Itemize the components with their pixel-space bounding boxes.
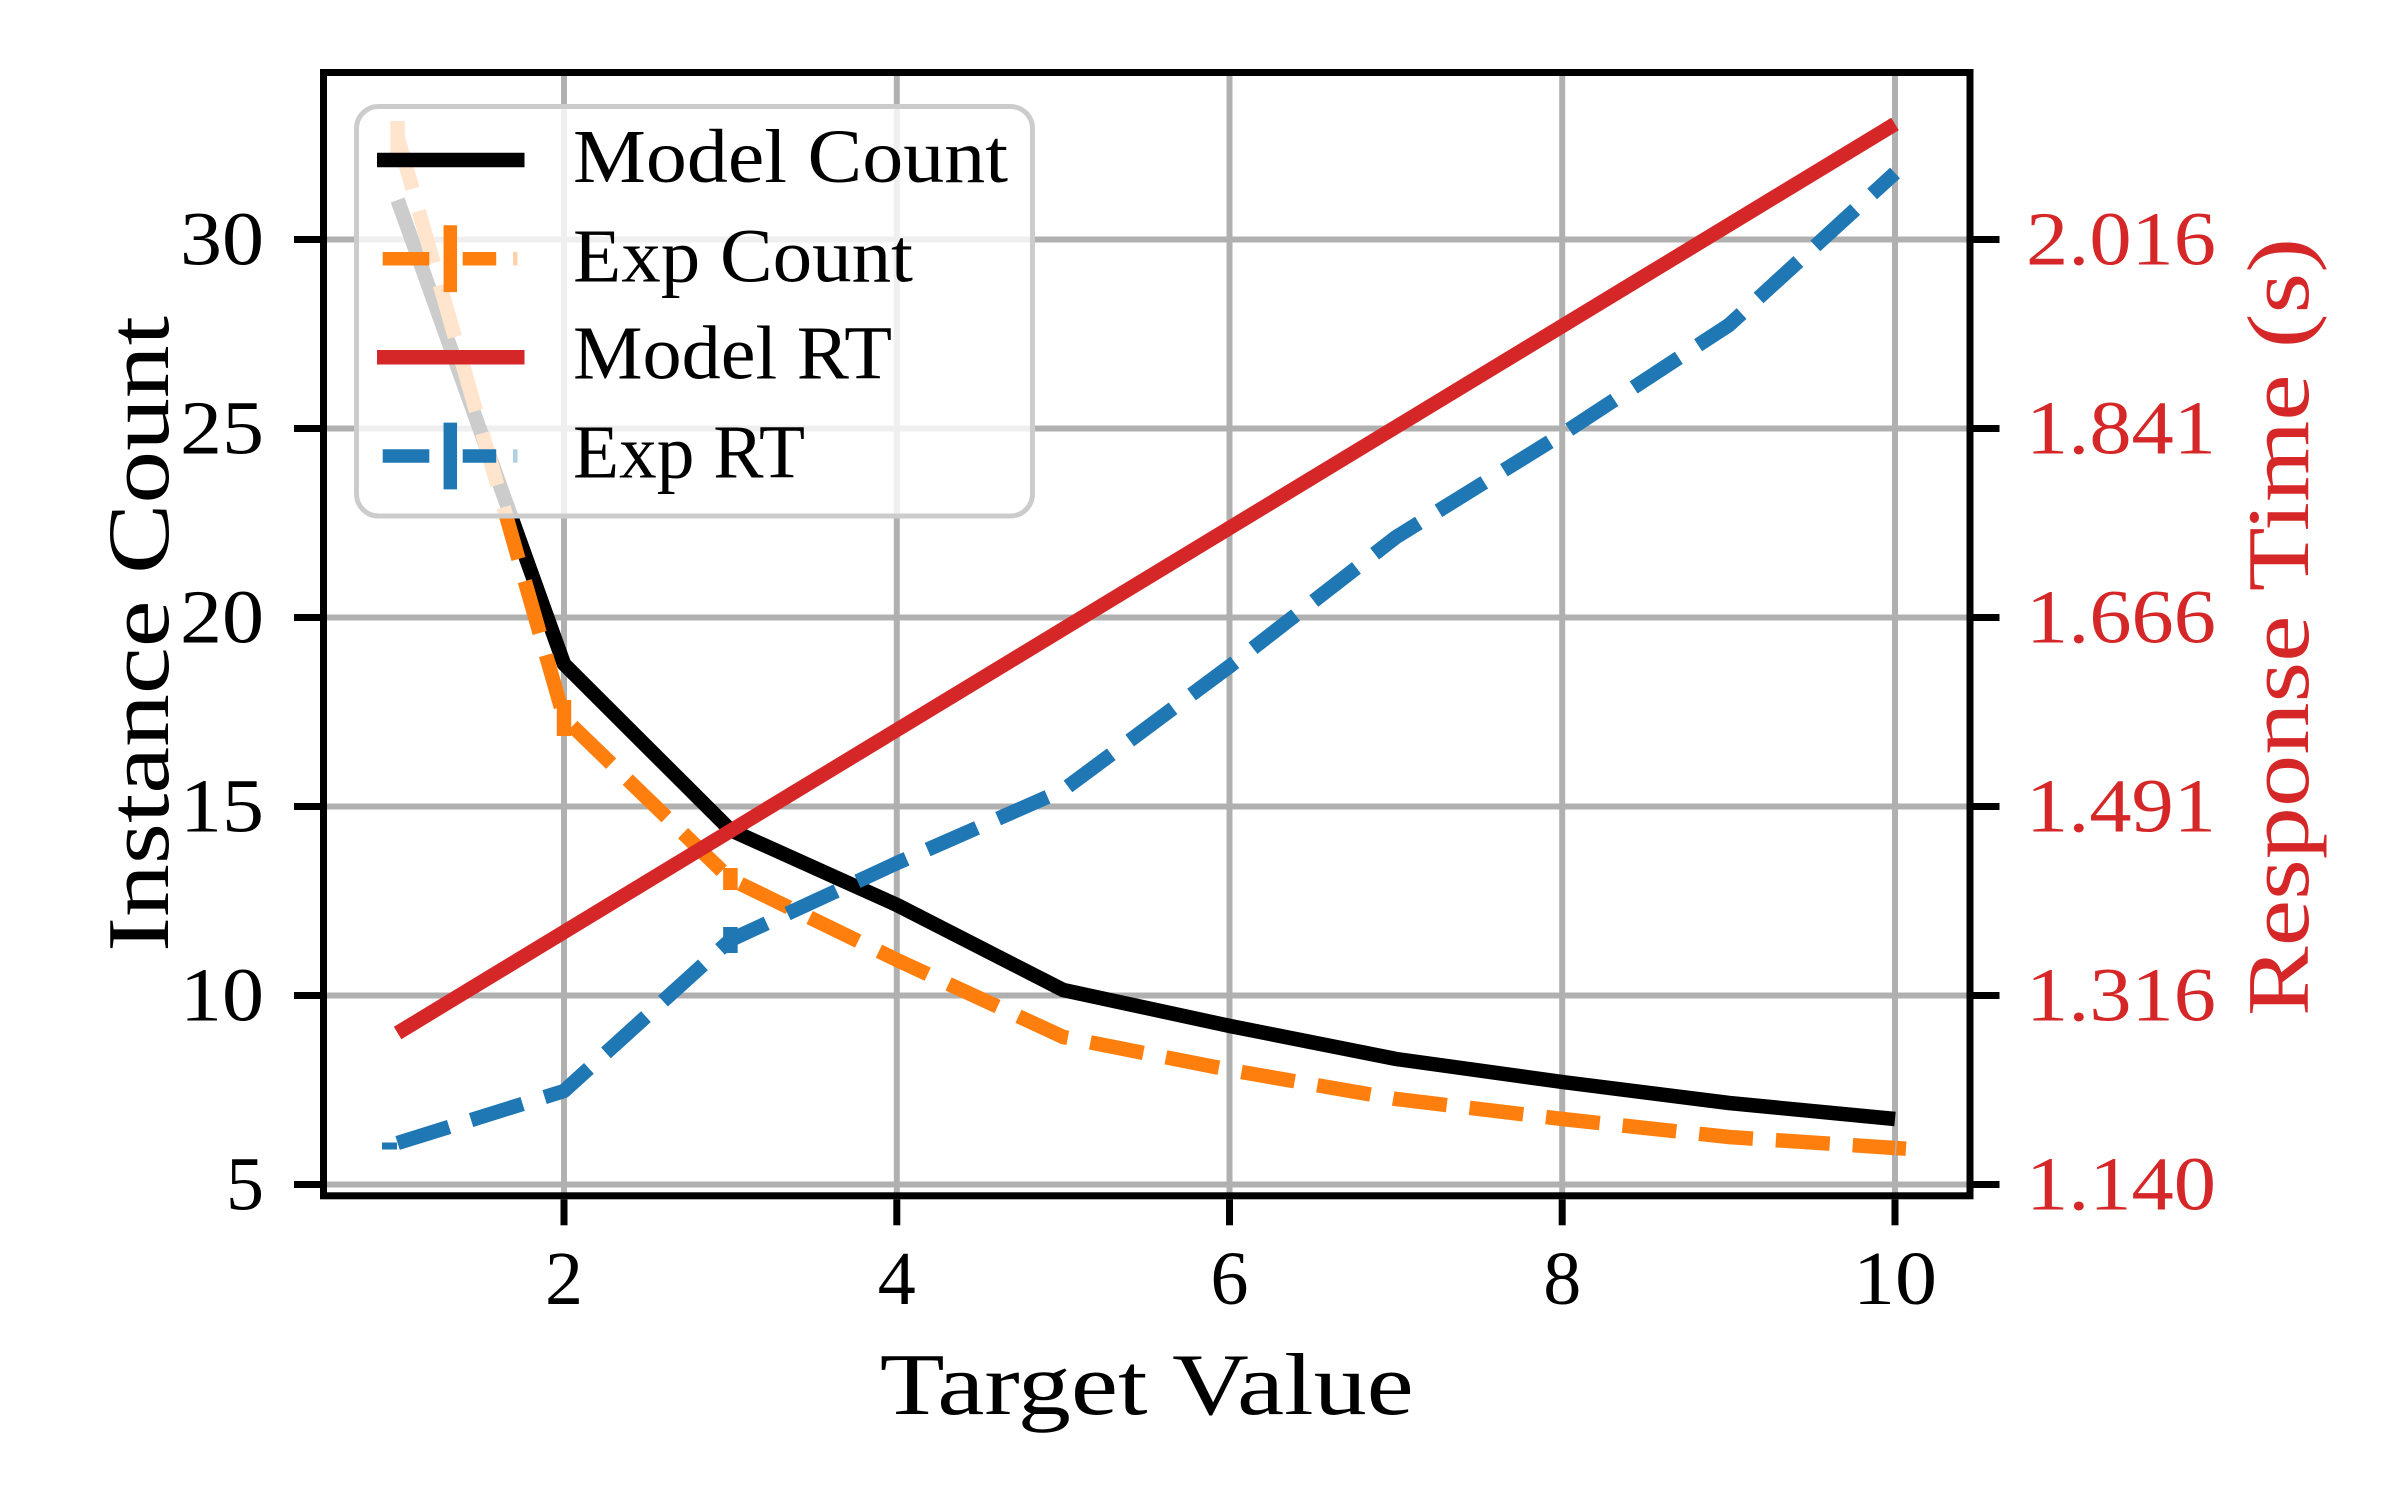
svg-text:1.666: 1.666	[2026, 576, 2216, 660]
svg-text:2: 2	[545, 1237, 583, 1321]
svg-text:1.841: 1.841	[2026, 387, 2216, 471]
svg-text:Exp RT: Exp RT	[573, 411, 805, 495]
svg-text:1.316: 1.316	[2026, 954, 2216, 1038]
svg-text:2.016: 2.016	[2026, 198, 2216, 282]
svg-text:Response Time (s): Response Time (s)	[2231, 238, 2328, 1016]
svg-text:Model RT: Model RT	[573, 312, 892, 396]
svg-text:10: 10	[1853, 1237, 1937, 1321]
svg-text:10: 10	[180, 954, 264, 1038]
svg-text:5: 5	[226, 1143, 264, 1227]
svg-text:6: 6	[1211, 1237, 1249, 1321]
svg-text:Instance Count: Instance Count	[91, 316, 188, 952]
svg-text:15: 15	[180, 765, 264, 849]
svg-text:20: 20	[180, 576, 264, 660]
svg-text:4: 4	[878, 1237, 916, 1321]
svg-text:Model Count: Model Count	[573, 115, 1008, 199]
svg-text:Target Value: Target Value	[880, 1337, 1414, 1434]
svg-text:1.140: 1.140	[2026, 1143, 2216, 1227]
svg-text:30: 30	[180, 198, 264, 282]
svg-text:1.491: 1.491	[2026, 765, 2216, 849]
svg-text:8: 8	[1543, 1237, 1581, 1321]
svg-text:25: 25	[180, 387, 264, 471]
svg-text:Exp Count: Exp Count	[573, 215, 913, 299]
